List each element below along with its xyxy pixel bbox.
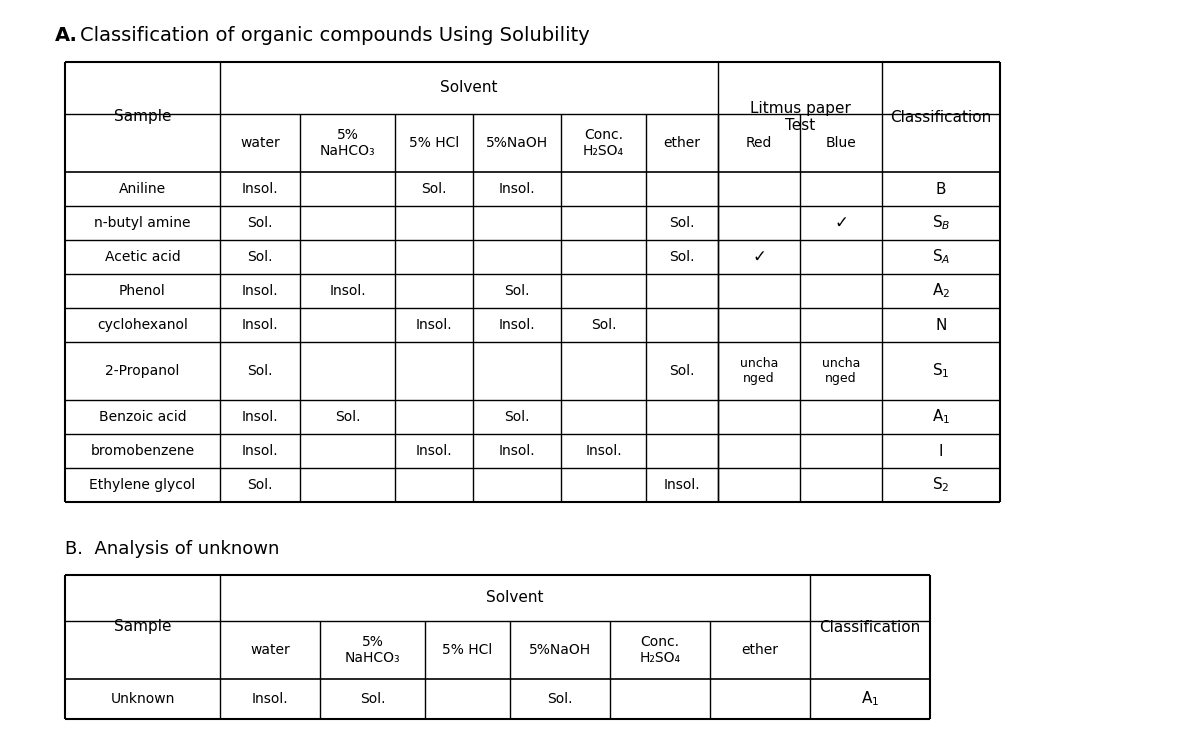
Text: ether: ether [664,136,701,150]
Text: Blue: Blue [826,136,857,150]
Text: B.  Analysis of unknown: B. Analysis of unknown [65,540,280,558]
Text: Classification: Classification [820,619,920,634]
Text: Insol.: Insol. [664,478,701,492]
Text: Sol.: Sol. [247,250,272,264]
Text: Sol.: Sol. [590,318,617,332]
Text: Sample: Sample [114,110,172,124]
Text: A$_1$: A$_1$ [860,690,880,708]
Text: Sol.: Sol. [360,692,385,706]
Text: Solvent: Solvent [440,81,498,96]
Text: S$_2$: S$_2$ [932,476,949,494]
Text: A.: A. [55,26,78,45]
Text: Insol.: Insol. [241,284,278,298]
Text: Benzoic acid: Benzoic acid [98,410,186,424]
Text: Sol.: Sol. [247,216,272,230]
Text: cyclohexanol: cyclohexanol [97,318,188,332]
Text: Ethylene glycol: Ethylene glycol [89,478,196,492]
Text: N: N [935,317,947,333]
Text: uncha
nged: uncha nged [740,357,778,385]
Text: Insol.: Insol. [415,444,452,458]
Text: 5% HCl: 5% HCl [409,136,460,150]
Text: A$_1$: A$_1$ [932,408,950,426]
Text: 5%
NaHCO₃: 5% NaHCO₃ [319,128,376,158]
Text: ether: ether [742,643,779,657]
Text: Sol.: Sol. [335,410,360,424]
Text: Insol.: Insol. [241,444,278,458]
Text: Sol.: Sol. [670,250,695,264]
Text: 5%NaOH: 5%NaOH [529,643,592,657]
Text: Sol.: Sol. [504,284,529,298]
Text: Insol.: Insol. [329,284,366,298]
Text: Sol.: Sol. [247,364,272,378]
Text: Conc.
H₂SO₄: Conc. H₂SO₄ [640,635,680,665]
Text: 5%NaOH: 5%NaOH [486,136,548,150]
Text: Phenol: Phenol [119,284,166,298]
Text: B: B [936,182,947,196]
Text: Insol.: Insol. [586,444,622,458]
Text: Sample: Sample [114,619,172,634]
Text: Classification of organic compounds Using Solubility: Classification of organic compounds Usin… [55,26,589,45]
Text: Insol.: Insol. [241,318,278,332]
Text: Aniline: Aniline [119,182,166,196]
Text: 5%
NaHCO₃: 5% NaHCO₃ [344,635,401,665]
Text: bromobenzene: bromobenzene [90,444,194,458]
Text: ✓: ✓ [752,248,766,266]
Text: S$_B$: S$_B$ [931,213,950,233]
Text: Insol.: Insol. [499,318,535,332]
Text: Unknown: Unknown [110,692,175,706]
Text: uncha
nged: uncha nged [822,357,860,385]
Text: Acetic acid: Acetic acid [104,250,180,264]
Text: 5% HCl: 5% HCl [443,643,493,657]
Text: Sol.: Sol. [670,364,695,378]
Text: Insol.: Insol. [499,182,535,196]
Text: Solvent: Solvent [486,591,544,605]
Text: water: water [240,136,280,150]
Text: ✓: ✓ [834,214,848,232]
Text: Classification: Classification [890,110,991,124]
Text: Insol.: Insol. [241,182,278,196]
Text: S$_1$: S$_1$ [932,362,949,380]
Text: Sol.: Sol. [247,478,272,492]
Text: Sol.: Sol. [421,182,446,196]
Text: Sol.: Sol. [670,216,695,230]
Text: I: I [938,444,943,459]
Text: Red: Red [746,136,772,150]
Text: Sol.: Sol. [547,692,572,706]
Text: n-butyl amine: n-butyl amine [95,216,191,230]
Text: S$_A$: S$_A$ [932,247,950,266]
Text: water: water [250,643,290,657]
Text: Litmus paper
Test: Litmus paper Test [750,101,851,133]
Text: 2-Propanol: 2-Propanol [106,364,180,378]
Text: Conc.
H₂SO₄: Conc. H₂SO₄ [583,128,624,158]
Text: A$_2$: A$_2$ [932,282,950,300]
Text: Sol.: Sol. [504,410,529,424]
Text: Insol.: Insol. [241,410,278,424]
Text: Insol.: Insol. [415,318,452,332]
Text: Insol.: Insol. [252,692,288,706]
Text: Insol.: Insol. [499,444,535,458]
